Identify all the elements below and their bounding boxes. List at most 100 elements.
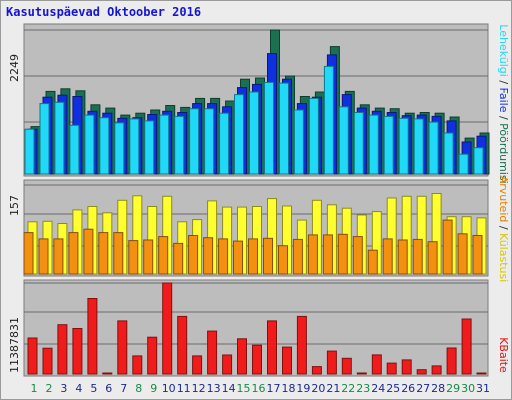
bar-bottom-kbaite-day-1 <box>27 337 38 375</box>
bar-middle-arvuteid-day-10 <box>158 236 169 275</box>
chart-title: Kasutuspäevad Oktoober 2016 <box>6 5 202 19</box>
x-tick-day-27: 27 <box>416 382 430 395</box>
bar-bottom-kbaite-day-24 <box>371 354 382 375</box>
x-tick-day-19: 19 <box>296 382 310 395</box>
x-tick-day-31: 31 <box>476 382 490 395</box>
bar-middle-arvuteid-day-23 <box>352 236 363 275</box>
bar-bottom-kbaite-day-4 <box>72 328 83 375</box>
bar-middle-arvuteid-day-20 <box>307 234 318 275</box>
bar-bottom-kbaite-day-27 <box>416 369 427 375</box>
x-tick-day-8: 8 <box>135 382 142 395</box>
bar-bottom-kbaite-day-21 <box>326 350 337 375</box>
panel-bottom-ytick: 11387831 <box>8 317 21 373</box>
legend-label-külastusi: Külastusi <box>497 233 510 282</box>
x-tick-day-2: 2 <box>46 382 53 395</box>
bar-bottom-kbaite-day-14 <box>222 354 233 375</box>
bar-middle-arvuteid-day-13 <box>203 237 214 275</box>
x-tick-day-26: 26 <box>401 382 415 395</box>
x-tick-day-22: 22 <box>341 382 355 395</box>
x-tick-day-29: 29 <box>446 382 460 395</box>
bar-top-lehekülgi-day-9 <box>144 120 155 175</box>
bar-bottom-kbaite-day-5 <box>87 298 98 375</box>
bar-bottom-kbaite-day-19 <box>296 315 307 375</box>
bar-middle-arvuteid-day-8 <box>128 240 139 275</box>
bar-middle-arvuteid-day-29 <box>442 219 453 275</box>
bar-top-lehekülgi-day-8 <box>129 118 140 175</box>
x-tick-day-24: 24 <box>371 382 385 395</box>
bar-top-lehekülgi-day-7 <box>114 122 125 175</box>
legend-separator: / <box>497 222 510 233</box>
x-tick-day-7: 7 <box>120 382 127 395</box>
x-tick-day-30: 30 <box>461 382 475 395</box>
bar-top-lehekülgi-day-26 <box>398 117 409 175</box>
x-tick-day-21: 21 <box>326 382 340 395</box>
bar-bottom-kbaite-day-6 <box>102 372 113 375</box>
bar-top-lehekülgi-day-12 <box>189 108 200 175</box>
bar-middle-arvuteid-day-15 <box>233 240 243 275</box>
bar-top-lehekülgi-day-24 <box>368 114 379 175</box>
x-tick-day-4: 4 <box>75 382 82 395</box>
bar-bottom-kbaite-day-31 <box>476 372 487 375</box>
bar-middle-arvuteid-day-21 <box>322 234 333 275</box>
bar-top-lehekülgi-day-18 <box>279 82 289 175</box>
bar-middle-arvuteid-day-25 <box>382 238 393 275</box>
legend-separator: / <box>497 77 510 88</box>
bar-middle-arvuteid-day-22 <box>337 233 348 275</box>
bar-top-lehekülgi-day-28 <box>428 121 439 175</box>
legend-label-lehekülgi: Lehekülgi <box>497 24 510 77</box>
panel-top-ytick: 2249 <box>8 54 21 82</box>
legend-middle: Arvuteid / Külastusi <box>497 176 510 283</box>
bar-middle-arvuteid-day-27 <box>412 238 423 275</box>
legend-label-kbaite: KBaite <box>497 337 510 373</box>
bar-bottom-kbaite-day-2 <box>42 347 53 375</box>
bar-top-lehekülgi-day-3 <box>54 101 65 175</box>
x-tick-day-13: 13 <box>207 382 221 395</box>
bar-top-lehekülgi-day-25 <box>383 115 394 175</box>
bar-top-lehekülgi-day-2 <box>39 103 50 175</box>
bar-bottom-kbaite-day-13 <box>207 330 218 375</box>
legend-label-arvuteid: Arvuteid <box>497 176 510 223</box>
bar-middle-arvuteid-day-14 <box>218 238 229 275</box>
bar-middle-arvuteid-day-5 <box>83 228 94 275</box>
legend-top: Lehekülgi / Faile / Pöördumisi <box>497 24 510 183</box>
bar-middle-arvuteid-day-6 <box>98 232 109 275</box>
x-tick-day-23: 23 <box>356 382 370 395</box>
x-tick-day-6: 6 <box>105 382 112 395</box>
bar-middle-arvuteid-day-7 <box>113 232 124 275</box>
bar-bottom-kbaite-day-30 <box>461 318 472 375</box>
x-tick-day-1: 1 <box>31 382 38 395</box>
bar-top-lehekülgi-day-16 <box>249 91 259 175</box>
bar-middle-arvuteid-day-31 <box>472 235 483 275</box>
bar-top-lehekülgi-day-6 <box>99 117 110 175</box>
bar-bottom-kbaite-day-8 <box>132 355 143 375</box>
x-tick-day-25: 25 <box>386 382 400 395</box>
bar-middle-arvuteid-day-11 <box>173 242 184 275</box>
bar-top-lehekülgi-day-5 <box>84 114 95 175</box>
bar-top-lehekülgi-day-20 <box>308 97 319 175</box>
x-tick-day-3: 3 <box>60 382 67 395</box>
bar-middle-arvuteid-day-17 <box>263 237 273 275</box>
x-tick-day-16: 16 <box>252 382 266 395</box>
legend-separator: / <box>497 112 510 123</box>
bar-bottom-kbaite-day-22 <box>341 357 352 375</box>
bar-middle-arvuteid-day-30 <box>457 233 468 275</box>
panel-middle-ytick: 157 <box>8 195 21 216</box>
bar-middle-arvuteid-day-2 <box>38 238 49 275</box>
bar-middle-arvuteid-day-4 <box>68 232 79 275</box>
bar-top-lehekülgi-day-17 <box>264 81 274 175</box>
x-tick-day-10: 10 <box>162 382 176 395</box>
bar-middle-arvuteid-day-16 <box>248 238 258 275</box>
bar-top-lehekülgi-day-30 <box>458 153 469 175</box>
bar-top-lehekülgi-day-4 <box>69 124 80 175</box>
x-tick-day-12: 12 <box>192 382 206 395</box>
bar-bottom-kbaite-day-15 <box>237 338 247 375</box>
bar-top-lehekülgi-day-13 <box>204 108 215 175</box>
x-tick-day-28: 28 <box>431 382 445 395</box>
bar-bottom-kbaite-day-12 <box>192 355 203 375</box>
bar-middle-arvuteid-day-28 <box>427 241 438 275</box>
bar-bottom-kbaite-day-18 <box>282 346 292 375</box>
bar-middle-arvuteid-day-12 <box>188 235 199 275</box>
x-tick-day-17: 17 <box>267 382 281 395</box>
legend-bottom: KBaite <box>497 337 510 373</box>
